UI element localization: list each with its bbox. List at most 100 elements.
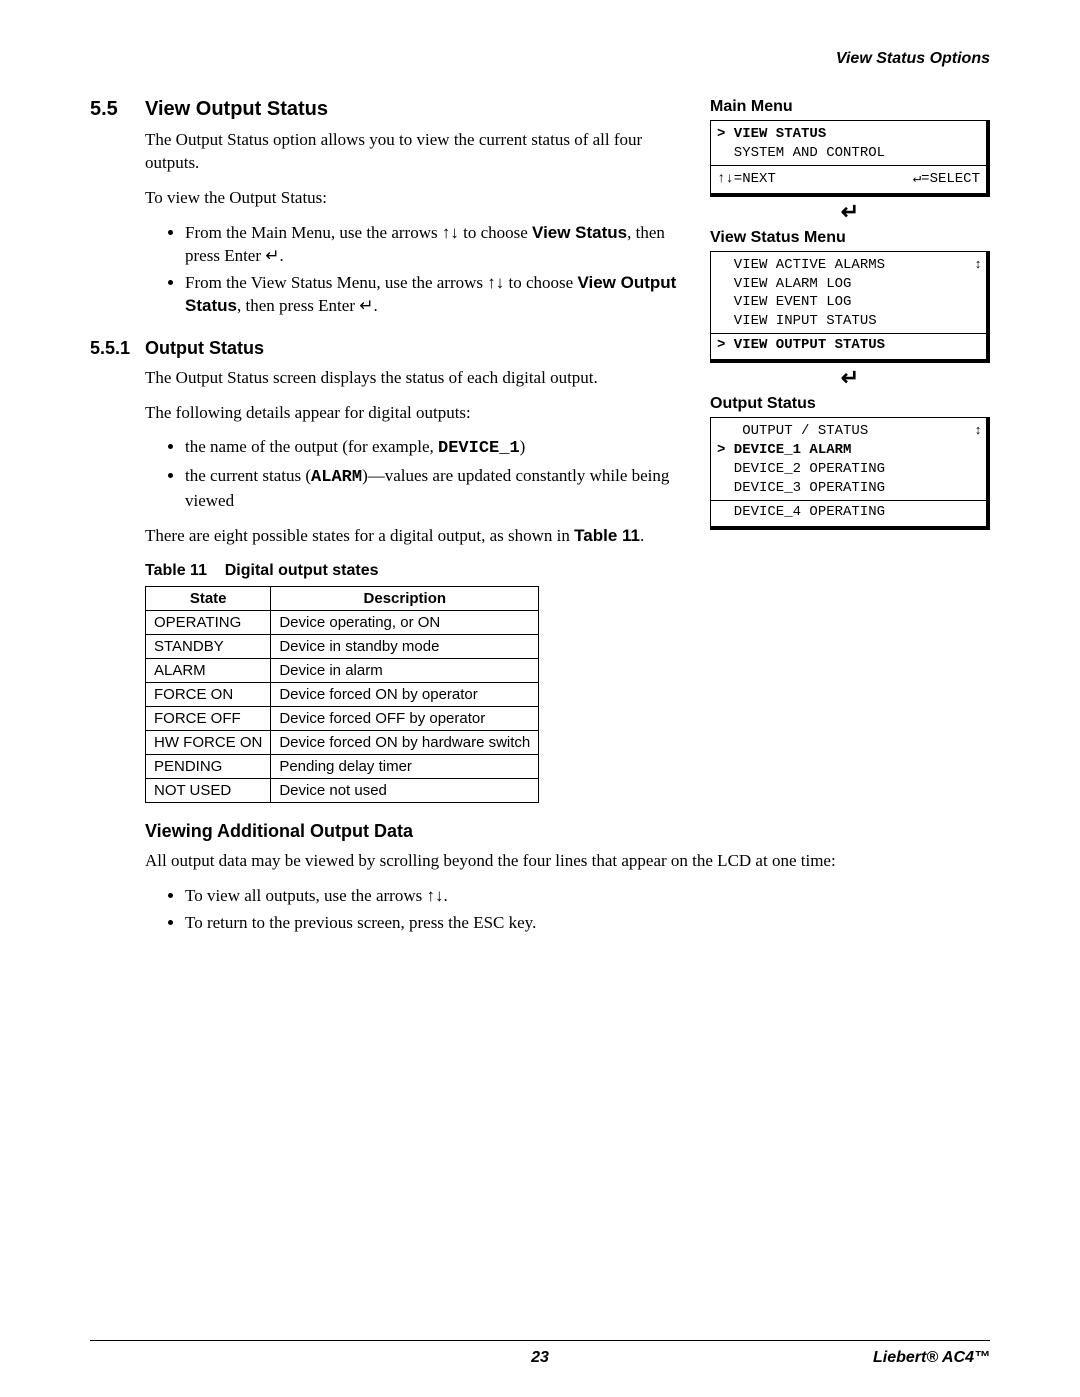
side-column: Main Menu > VIEW STATUS SYSTEM AND CONTR… xyxy=(710,98,990,530)
lcd-line: > VIEW STATUS xyxy=(717,125,980,144)
col-header-desc: Description xyxy=(271,587,539,611)
cell-state: ALARM xyxy=(146,659,271,683)
lcd-line: VIEW ACTIVE ALARMS xyxy=(717,256,980,275)
panel-title-view-status: View Status Menu xyxy=(710,229,990,247)
section-steps: From the Main Menu, use the arrows ↑↓ to… xyxy=(145,222,690,318)
subsection-heading: 5.5.1Output Status xyxy=(90,338,690,359)
text: . xyxy=(280,246,284,265)
para: There are eight possible states for a di… xyxy=(145,525,690,548)
lcd-separator xyxy=(711,500,986,501)
table-row: NOT USEDDevice not used xyxy=(146,779,539,803)
cell-desc: Pending delay timer xyxy=(271,755,539,779)
lcd-line: DEVICE_3 OPERATING xyxy=(717,479,980,498)
viewing-list: To view all outputs, use the arrows ↑↓. … xyxy=(145,885,990,935)
list-item: the current status (ALARM)—values are up… xyxy=(185,465,690,513)
scroll-icon: ↕ xyxy=(974,256,982,274)
table-row: FORCE OFFDevice forced OFF by operator xyxy=(146,707,539,731)
enter-arrow-icon: ↵ xyxy=(710,199,990,225)
viewing-section: Viewing Additional Output Data All outpu… xyxy=(145,821,990,935)
lcd-line: OUTPUT / STATUS xyxy=(717,422,980,441)
footer-rule xyxy=(90,1340,990,1341)
enter-icon: ↵ xyxy=(359,296,373,315)
cell-desc: Device forced OFF by operator xyxy=(271,707,539,731)
lcd-main-menu: > VIEW STATUS SYSTEM AND CONTROL ↑↓=NEXT… xyxy=(710,120,990,197)
cell-state: PENDING xyxy=(146,755,271,779)
subsection-body: The Output Status screen displays the st… xyxy=(145,367,690,804)
list-item: To view all outputs, use the arrows ↑↓. xyxy=(185,885,990,908)
content-columns: 5.5View Output Status The Output Status … xyxy=(90,98,990,803)
text: From the View Status Menu, use the arrow… xyxy=(185,273,487,292)
cell-state: FORCE ON xyxy=(146,683,271,707)
text: the name of the output (for example, xyxy=(185,437,438,456)
lcd-view-status-menu: ↕ VIEW ACTIVE ALARMS VIEW ALARM LOG VIEW… xyxy=(710,251,990,363)
main-column: 5.5View Output Status The Output Status … xyxy=(90,98,690,803)
lcd-separator xyxy=(711,333,986,334)
step-item: From the Main Menu, use the arrows ↑↓ to… xyxy=(185,222,690,268)
page-footer: 23 Liebert® AC4™ xyxy=(90,1349,990,1367)
cell-desc: Device forced ON by operator xyxy=(271,683,539,707)
nav-right: ↵=SELECT xyxy=(913,170,980,189)
panel-title-main-menu: Main Menu xyxy=(710,98,990,116)
table-row: FORCE ONDevice forced ON by operator xyxy=(146,683,539,707)
detail-list: the name of the output (for example, DEV… xyxy=(145,436,690,513)
table-row: STANDBYDevice in standby mode xyxy=(146,635,539,659)
cell-state: NOT USED xyxy=(146,779,271,803)
caption-title: Digital output states xyxy=(225,562,379,579)
lcd-nav: ↑↓=NEXT ↵=SELECT xyxy=(717,168,980,189)
cell-desc: Device in alarm xyxy=(271,659,539,683)
subsection-number: 5.5.1 xyxy=(90,338,145,359)
arrows-icon: ↑↓ xyxy=(442,223,459,242)
page: View Status Options 5.5View Output Statu… xyxy=(0,0,1080,1397)
lcd-line: SYSTEM AND CONTROL xyxy=(717,144,980,163)
col-header-state: State xyxy=(146,587,271,611)
code-text: ALARM xyxy=(311,468,362,487)
bold-term: View Status xyxy=(532,223,627,242)
text: From the Main Menu, use the arrows xyxy=(185,223,442,242)
cell-state: FORCE OFF xyxy=(146,707,271,731)
page-number: 23 xyxy=(90,1349,990,1367)
section-heading: 5.5View Output Status xyxy=(90,98,690,121)
arrows-icon: ↑↓ xyxy=(427,886,444,905)
section-number: 5.5 xyxy=(90,98,145,121)
caption-label: Table 11 xyxy=(145,562,207,579)
lcd-line: VIEW INPUT STATUS xyxy=(717,312,980,331)
lcd-line: DEVICE_2 OPERATING xyxy=(717,460,980,479)
cell-desc: Device in standby mode xyxy=(271,635,539,659)
para: The Output Status screen displays the st… xyxy=(145,367,690,390)
states-table: State Description OPERATINGDevice operat… xyxy=(145,586,539,803)
lcd-line: > DEVICE_1 ALARM xyxy=(717,441,980,460)
lcd-line: VIEW ALARM LOG xyxy=(717,275,980,294)
text: . xyxy=(374,296,378,315)
text: . xyxy=(640,526,644,545)
text: There are eight possible states for a di… xyxy=(145,526,574,545)
para: The following details appear for digital… xyxy=(145,402,690,425)
text: , then press Enter xyxy=(237,296,359,315)
subsection-title: Output Status xyxy=(145,338,264,358)
para: All output data may be viewed by scrolli… xyxy=(145,850,990,873)
lcd-line: VIEW EVENT LOG xyxy=(717,293,980,312)
text: the current status ( xyxy=(185,466,311,485)
step-item: From the View Status Menu, use the arrow… xyxy=(185,272,690,318)
cell-state: HW FORCE ON xyxy=(146,731,271,755)
scroll-icon: ↕ xyxy=(974,422,982,440)
panel-title-output-status: Output Status xyxy=(710,395,990,413)
section-leadin: To view the Output Status: xyxy=(145,187,690,210)
arrows-icon: ↑↓ xyxy=(487,273,504,292)
section-body: The Output Status option allows you to v… xyxy=(145,129,690,318)
enter-arrow-icon: ↵ xyxy=(710,365,990,391)
list-item: the name of the output (for example, DEV… xyxy=(185,436,690,461)
lcd-line: > VIEW OUTPUT STATUS xyxy=(717,336,980,355)
text: to choose xyxy=(459,223,532,242)
cell-state: STANDBY xyxy=(146,635,271,659)
cell-desc: Device operating, or ON xyxy=(271,611,539,635)
table-ref: Table 11 xyxy=(574,526,640,545)
text: ) xyxy=(520,437,526,456)
cell-desc: Device not used xyxy=(271,779,539,803)
list-item: To return to the previous screen, press … xyxy=(185,912,990,935)
section-intro: The Output Status option allows you to v… xyxy=(145,129,690,175)
lcd-separator xyxy=(711,165,986,166)
nav-left: ↑↓=NEXT xyxy=(717,170,776,189)
table-row: HW FORCE ONDevice forced ON by hardware … xyxy=(146,731,539,755)
cell-desc: Device forced ON by hardware switch xyxy=(271,731,539,755)
code-text: DEVICE_1 xyxy=(438,439,520,458)
